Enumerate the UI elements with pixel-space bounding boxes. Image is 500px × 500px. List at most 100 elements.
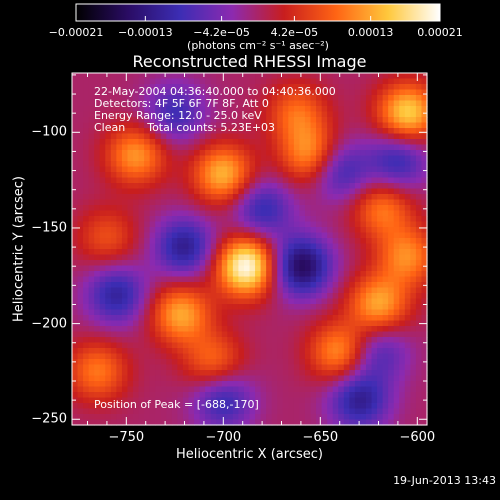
heatmap-cell [199,238,206,245]
heatmap-cell [205,381,212,388]
heatmap-cell [299,238,306,245]
heatmap-cell [371,139,378,146]
heatmap-cell [110,326,117,333]
heatmap-cell [421,315,428,322]
heatmap-cell [99,216,106,223]
heatmap-cell [194,161,201,168]
heatmap-cell [310,210,317,217]
heatmap-cell [371,205,378,212]
heatmap-cell [377,95,384,102]
heatmap-cell [415,128,423,135]
heatmap-cell [149,122,156,129]
heatmap-cell [316,117,323,124]
heatmap-cell [155,271,162,278]
heatmap-cell [371,73,378,80]
heatmap-cell [243,326,251,333]
heatmap-cell [94,265,101,272]
heatmap-cell [160,408,167,415]
heatmap-cell [404,375,411,382]
heatmap-cell [149,282,156,289]
heatmap-cell [343,128,350,135]
heatmap-cell [332,342,339,349]
heatmap-cell [194,271,201,278]
colorbar-unit-label: (photons cm⁻² s⁻¹ asec⁻²) [187,39,329,52]
heatmap-cell [182,100,190,107]
heatmap-cell [266,364,273,371]
heatmap-cell [216,95,223,102]
heatmap-cell [382,309,389,316]
heatmap-cell [194,265,201,272]
heatmap-cell [393,265,400,272]
heatmap-cell [210,392,217,399]
heatmap-cell [332,293,339,300]
heatmap-cell [243,309,251,316]
heatmap-cell [149,337,156,344]
heatmap-cell [343,293,350,300]
heatmap-cell [304,320,312,327]
heatmap-cell [227,133,234,140]
heatmap-cell [177,117,184,124]
heatmap-cell [160,414,167,421]
heatmap-cell [127,304,134,311]
heatmap-cell [133,337,140,344]
heatmap-cell [316,403,323,410]
heatmap-cell [377,188,384,195]
heatmap-cell [110,276,117,283]
heatmap-cell [316,397,323,404]
heatmap-cell [199,348,206,355]
heatmap-cell [243,315,251,322]
heatmap-cell [194,111,201,118]
heatmap-cell [293,386,301,393]
heatmap-cell [360,403,367,410]
heatmap-cell [404,293,411,300]
heatmap-cell [393,117,400,124]
heatmap-cell [349,100,356,107]
heatmap-cell [116,150,123,157]
heatmap-cell [282,271,289,278]
heatmap-cell [110,194,117,201]
heatmap-cell [349,210,356,217]
heatmap-cell [288,155,295,162]
heatmap-cell [415,100,423,107]
heatmap-cell [282,106,289,113]
heatmap-cell [121,348,129,355]
heatmap-cell [149,155,156,162]
heatmap-cell [304,287,312,294]
heatmap-cell [166,117,173,124]
heatmap-cell [144,122,151,129]
heatmap-cell [182,359,190,366]
heatmap-cell [221,271,228,278]
heatmap-cell [72,309,79,316]
heatmap-cell [282,293,289,300]
heatmap-cell [415,139,423,146]
heatmap-cell [116,238,123,245]
heatmap-cell [404,128,411,135]
heatmap-cell [116,353,123,360]
heatmap-cell [327,320,334,327]
heatmap-cell [171,172,178,179]
heatmap-cell [182,166,190,173]
heatmap-cell [327,155,334,162]
heatmap-cell [199,188,206,195]
heatmap-cell [121,397,129,404]
heatmap-cell [216,298,223,305]
heatmap-cell [410,309,417,316]
heatmap-cell [332,221,339,228]
heatmap-cell [271,282,278,289]
heatmap-cell [121,106,129,113]
heatmap-cell [116,139,123,146]
heatmap-cell [316,309,323,316]
heatmap-cell [77,381,84,388]
heatmap-cell [194,364,201,371]
heatmap-cell [72,375,79,382]
heatmap-cell [288,287,295,294]
heatmap-cell [371,309,378,316]
heatmap-cell [116,78,123,85]
heatmap-cell [310,276,317,283]
heatmap-cell [360,150,367,157]
heatmap-cell [360,254,367,261]
heatmap-cell [133,117,140,124]
heatmap-cell [304,172,312,179]
heatmap-cell [127,282,134,289]
heatmap-cell [338,243,345,250]
